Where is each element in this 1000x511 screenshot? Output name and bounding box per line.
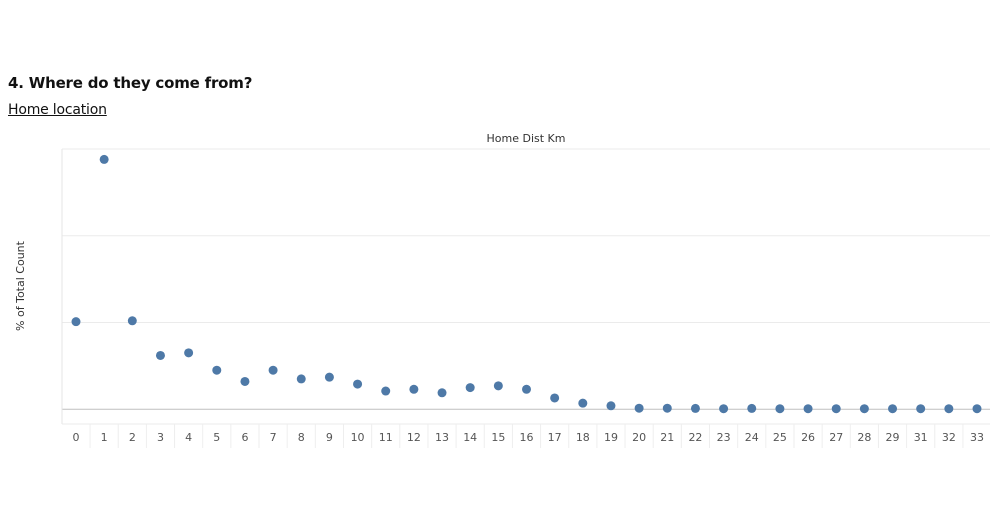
- data-point[interactable]: [184, 348, 194, 358]
- data-point[interactable]: [690, 403, 700, 413]
- x-tick-label: 4: [185, 431, 192, 444]
- data-point[interactable]: [859, 404, 869, 414]
- x-tick-label: 0: [73, 431, 80, 444]
- x-tick-label: 1: [101, 431, 108, 444]
- x-tick-label: 25: [773, 431, 787, 444]
- data-point[interactable]: [409, 384, 419, 394]
- x-tick-label: 27: [829, 431, 843, 444]
- data-point[interactable]: [634, 403, 644, 413]
- data-point[interactable]: [127, 316, 137, 326]
- x-tick-label: 7: [270, 431, 277, 444]
- data-point[interactable]: [268, 365, 278, 375]
- x-tick-label: 21: [660, 431, 674, 444]
- data-point[interactable]: [888, 404, 898, 414]
- x-tick-label: 31: [914, 431, 928, 444]
- x-tick-label: 22: [688, 431, 702, 444]
- data-point[interactable]: [99, 154, 109, 164]
- x-tick-label: 28: [857, 431, 871, 444]
- data-point[interactable]: [381, 386, 391, 396]
- data-point[interactable]: [803, 404, 813, 414]
- x-tick-label: 17: [548, 431, 562, 444]
- x-tick-label: 10: [351, 431, 365, 444]
- section-heading: 4. Where do they come from?: [8, 74, 253, 92]
- x-tick-label: 23: [717, 431, 731, 444]
- x-tick-label: 29: [886, 431, 900, 444]
- data-point[interactable]: [437, 388, 447, 398]
- x-tick-label: 14: [463, 431, 477, 444]
- data-point[interactable]: [747, 403, 757, 413]
- data-point[interactable]: [240, 376, 250, 386]
- x-tick-label: 12: [407, 431, 421, 444]
- x-tick-label: 8: [298, 431, 305, 444]
- data-point[interactable]: [578, 398, 588, 408]
- data-point[interactable]: [465, 383, 475, 393]
- data-point[interactable]: [775, 404, 785, 414]
- section-subheading: Home location: [8, 102, 107, 118]
- x-tick-label: 13: [435, 431, 449, 444]
- x-tick-label: 9: [326, 431, 333, 444]
- data-point[interactable]: [522, 384, 531, 394]
- data-point[interactable]: [606, 401, 616, 411]
- x-tick-label: 18: [576, 431, 590, 444]
- x-tick-label: 32: [942, 431, 956, 444]
- data-point[interactable]: [296, 374, 306, 384]
- x-tick-label: 20: [632, 431, 646, 444]
- data-point[interactable]: [550, 393, 560, 403]
- chart-title: Home Dist Km: [487, 132, 566, 145]
- data-point[interactable]: [831, 404, 841, 414]
- data-point[interactable]: [493, 381, 503, 391]
- data-point[interactable]: [155, 350, 165, 360]
- x-tick-label: 6: [241, 431, 248, 444]
- data-point[interactable]: [353, 379, 363, 389]
- data-point[interactable]: [212, 365, 222, 375]
- x-tick-label: 11: [379, 431, 393, 444]
- data-point[interactable]: [71, 317, 81, 327]
- x-tick-label: 15: [491, 431, 505, 444]
- data-points: [71, 154, 982, 414]
- x-tick-label: 26: [801, 431, 815, 444]
- x-tick-label: 19: [604, 431, 618, 444]
- data-point[interactable]: [916, 404, 926, 414]
- x-tick-label: 24: [745, 431, 759, 444]
- x-tick-label: 5: [213, 431, 220, 444]
- data-point[interactable]: [662, 403, 672, 413]
- data-point[interactable]: [324, 372, 334, 382]
- x-tick-label: 33: [970, 431, 984, 444]
- data-point[interactable]: [972, 404, 982, 414]
- data-point[interactable]: [719, 404, 729, 414]
- x-tick-label: 16: [520, 431, 534, 444]
- y-axis-label: % of Total Count: [14, 240, 27, 331]
- gridlines: [62, 148, 990, 425]
- data-point[interactable]: [944, 404, 954, 414]
- x-tick-label: 3: [157, 431, 164, 444]
- x-axis-ticks: 0 1 2 3 4 5 6 7 8 9 10 11 12 13 14 15 16 17 18 19 20 21 22 23 24…: [73, 424, 984, 448]
- x-tick-label: 2: [129, 431, 136, 444]
